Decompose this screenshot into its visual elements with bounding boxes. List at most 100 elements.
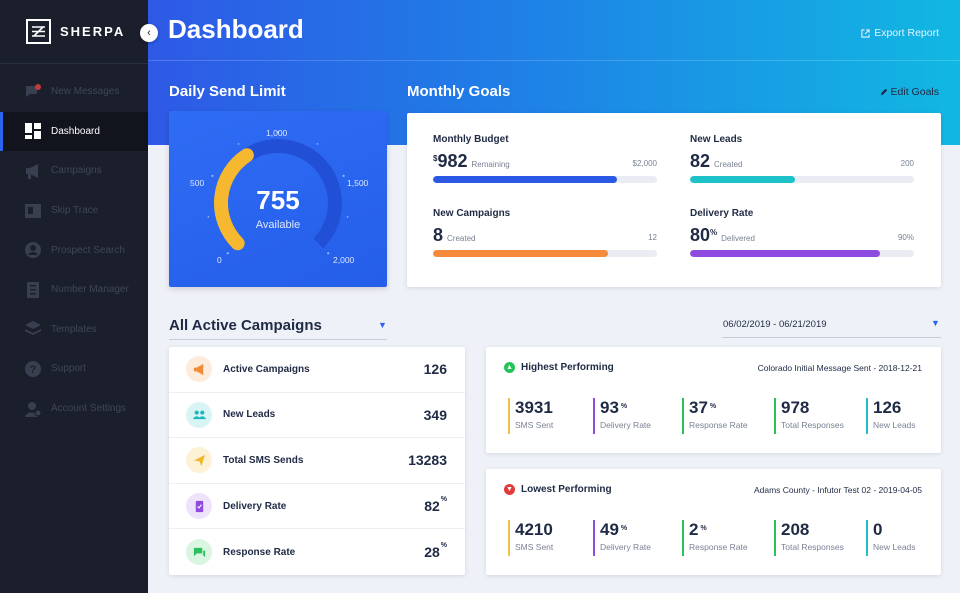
perf-title: Highest Performing xyxy=(521,362,614,373)
goal-title: Monthly Budget xyxy=(433,134,509,145)
sidebar-item-templates[interactable]: Templates xyxy=(0,310,148,350)
stat-label: Delivery Rate xyxy=(223,500,287,512)
perf-metric: 208 Total Responses xyxy=(774,520,844,556)
campaign-filter-underline xyxy=(169,339,387,340)
metric-value: 4210 xyxy=(515,520,553,539)
id-card-icon xyxy=(24,202,42,220)
metric-value: 978 xyxy=(781,398,810,417)
sidebar-item-label: Campaigns xyxy=(51,165,102,177)
goal-value: 82 xyxy=(690,151,711,171)
daily-limit-gauge xyxy=(207,130,349,255)
sidebar-item-skip-trace[interactable]: Skip Trace xyxy=(0,191,148,231)
goal-title: New Campaigns xyxy=(433,208,511,219)
goal-unit: Remaining xyxy=(471,160,510,169)
metric-accent-bar xyxy=(774,398,776,434)
gauge-value: 755 xyxy=(256,185,300,215)
phone-list-icon xyxy=(24,281,42,299)
chevron-down-icon[interactable]: ▼ xyxy=(931,318,940,328)
edit-goals-link[interactable]: Edit Goals xyxy=(880,86,939,98)
sidebar-item-label: Skip Trace xyxy=(51,205,99,217)
date-range-underline xyxy=(722,337,941,338)
stat-suffix: % xyxy=(440,542,447,550)
sidebar-item-account-settings[interactable]: Account Settings xyxy=(0,389,148,429)
gauge-fill xyxy=(214,148,254,251)
goal-title: New Leads xyxy=(690,134,743,145)
goal-unit: Created xyxy=(714,160,743,169)
perf-campaign-name[interactable]: Adams County - Infutor Test 02 - 2019-04… xyxy=(753,485,922,495)
metric-accent-bar xyxy=(682,520,684,556)
metric-label: New Leads xyxy=(873,542,916,552)
perf-metric: 49% Delivery Rate xyxy=(593,520,651,556)
sidebar-collapse-button[interactable]: ‹ xyxy=(140,24,158,42)
metric-value: 49 xyxy=(600,520,619,539)
metric-label: Response Rate xyxy=(689,420,748,430)
messages-icon xyxy=(24,83,42,101)
question-icon: ? xyxy=(24,360,42,378)
stat-value: 126 xyxy=(423,361,447,378)
metric-suffix: % xyxy=(700,525,707,532)
export-report-link[interactable]: Export Report xyxy=(861,27,939,39)
sidebar-item-label: Account Settings xyxy=(51,403,127,415)
metric-accent-bar xyxy=(682,398,684,434)
perf-title: Lowest Performing xyxy=(521,484,612,495)
sidebar: SHERPA New Messages Dashboard Campaigns … xyxy=(0,0,148,593)
gauge-tick-label: 1,000 xyxy=(266,128,288,138)
goal-max: 90% xyxy=(897,233,914,242)
perf-metric: 3931 SMS Sent xyxy=(508,398,555,434)
perf-campaign-name[interactable]: Colorado Initial Message Sent - 2018-12-… xyxy=(757,363,922,373)
daily-send-limit-card: 0 500 1,000 1,500 2,000 755 Available xyxy=(169,111,387,287)
metric-label: New Leads xyxy=(873,420,916,430)
perf-metric: 978 Total Responses xyxy=(774,398,844,434)
metric-suffix: % xyxy=(620,403,628,410)
sidebar-item-label: Number Manager xyxy=(51,284,129,296)
goal-title: Delivery Rate xyxy=(690,208,754,219)
metric-value: 126 xyxy=(873,398,902,417)
gauge-tick xyxy=(237,143,240,145)
sidebar-item-campaigns[interactable]: Campaigns xyxy=(0,151,148,191)
goal-monthly-budget: Monthly Budget $ 982 Remaining $2,000 xyxy=(433,134,657,183)
goal-suffix: % xyxy=(710,228,718,237)
campaign-filter-select[interactable]: All Active Campaigns xyxy=(169,317,322,334)
chevron-left-icon: ‹ xyxy=(147,27,151,39)
stat-value: 13283 xyxy=(408,452,447,469)
metric-label: Delivery Rate xyxy=(600,420,652,430)
stat-suffix: % xyxy=(440,496,447,504)
metric-suffix: % xyxy=(709,403,717,410)
metric-label: SMS Sent xyxy=(515,542,554,552)
svg-text:?: ? xyxy=(30,364,37,376)
stat-label: New Leads xyxy=(223,409,276,421)
sidebar-item-number-manager[interactable]: Number Manager xyxy=(0,270,148,310)
sidebar-item-support[interactable]: ? Support xyxy=(0,349,148,389)
perf-metric: 37% Response Rate xyxy=(682,398,748,434)
sidebar-item-new-messages[interactable]: New Messages xyxy=(0,72,148,112)
stat-value: 349 xyxy=(423,406,447,423)
goal-progress-bar xyxy=(433,176,657,183)
external-link-icon xyxy=(861,28,870,38)
perf-metric: 2% Response Rate xyxy=(682,520,748,556)
chevron-down-icon[interactable]: ▼ xyxy=(378,320,387,330)
goal-new-leads: New Leads 82 Created 200 xyxy=(690,134,914,183)
sidebar-item-dashboard[interactable]: Dashboard xyxy=(0,111,148,152)
sidebar-item-label: Support xyxy=(51,363,87,375)
metric-label: Total Responses xyxy=(781,542,844,552)
export-report-label: Export Report xyxy=(874,27,939,39)
sherpa-logo-icon xyxy=(26,19,51,44)
goal-prefix: $ xyxy=(433,154,438,163)
sidebar-nav: New Messages Dashboard Campaigns Skip Tr… xyxy=(0,72,148,428)
sidebar-item-prospect-search[interactable]: Prospect Search xyxy=(0,230,148,270)
sidebar-item-label: Templates xyxy=(51,323,97,335)
metric-accent-bar xyxy=(593,398,595,434)
gauge-tick-label: 2,000 xyxy=(333,255,355,265)
megaphone-icon xyxy=(24,162,42,180)
megaphone-icon xyxy=(186,356,212,383)
goal-progress-fill xyxy=(433,250,608,257)
goal-progress-fill xyxy=(690,250,881,257)
metric-suffix: % xyxy=(620,525,628,532)
stat-value: 82% xyxy=(424,496,447,514)
gauge-tick xyxy=(316,143,319,145)
goal-progress-bar xyxy=(433,250,657,257)
date-range-picker[interactable]: 06/02/2019 - 06/21/2019 xyxy=(723,319,827,330)
goal-unit: Created xyxy=(447,234,476,243)
app-logo[interactable]: SHERPA xyxy=(26,19,125,44)
list-item: Response Rate 28% xyxy=(169,529,465,575)
